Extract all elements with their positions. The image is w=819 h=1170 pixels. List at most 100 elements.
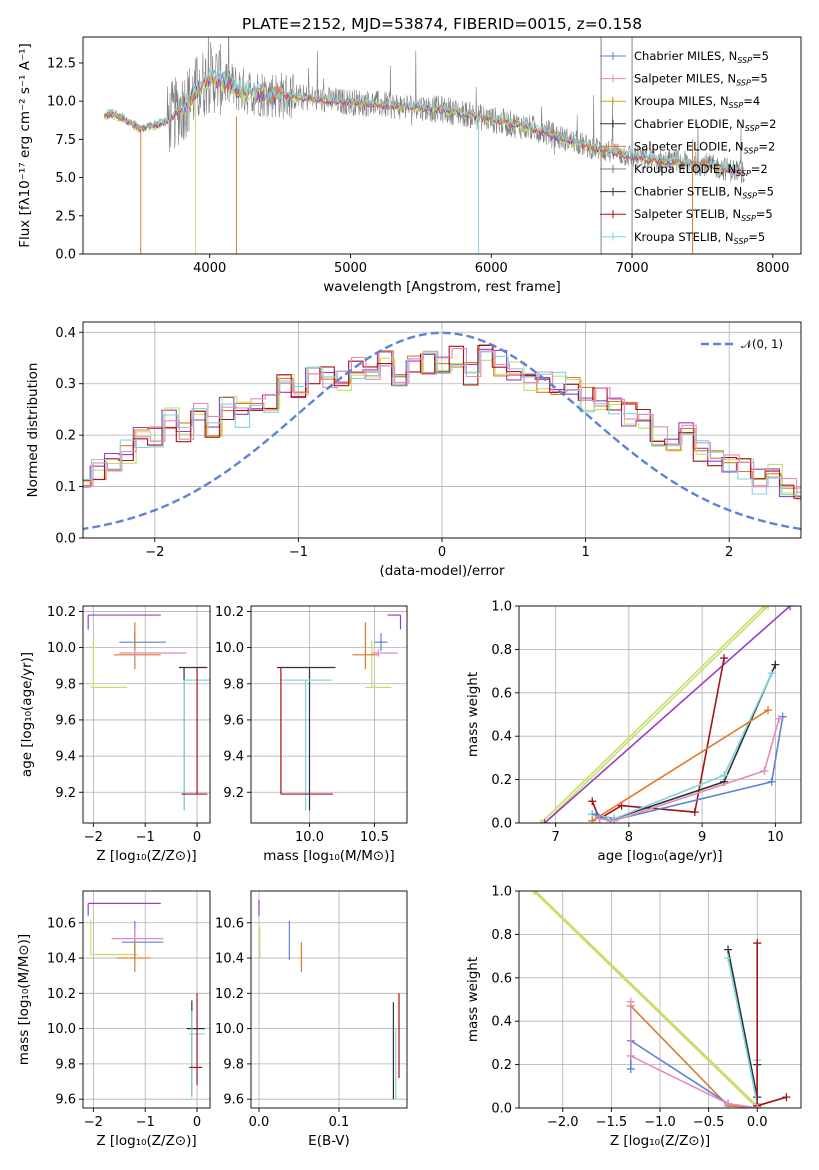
x-tick-label: 5000	[334, 261, 367, 276]
histogram-series	[83, 351, 801, 496]
x-tick-label: 9	[698, 830, 706, 845]
axes-spectrum: 4000 5000 6000 7000 8000 0.0 2.5 5.0 7.5 10.0 12.5	[47, 56, 789, 276]
x-axis-label: E(B-V)	[308, 1133, 350, 1149]
y-tick-label: 9.4	[223, 750, 244, 765]
axes-frame-ebv_vs_mass	[250, 890, 408, 1109]
errorbars	[277, 614, 402, 811]
weight-line	[544, 606, 769, 823]
y-tick-label: 10.2	[47, 605, 76, 620]
x-axis-label: age [log₁₀(age/yr)]	[597, 848, 722, 864]
y-tick-label: 9.8	[223, 677, 244, 692]
x-axis-label: Z [log₁₀(Z/Z⊙)]	[96, 1133, 196, 1149]
x-tick-label: −2	[84, 830, 103, 845]
x-axis-label: Z [log₁₀(Z/Z⊙)]	[96, 848, 196, 864]
y-axis-label: mass weight	[465, 957, 481, 1042]
y-tick-label: 0.2	[491, 1058, 512, 1073]
weight-marker	[720, 771, 729, 780]
axes-frame-z_vs_mass	[82, 890, 211, 1109]
x-tick-label: 0	[193, 830, 201, 845]
legend-text: Chabrier STELIB, N	[634, 185, 742, 199]
errorbar-point	[90, 640, 128, 688]
weight-line	[595, 716, 784, 822]
legend-text: Salpeter ELODIE, N	[634, 139, 744, 153]
y-tick-label: 10.0	[47, 641, 76, 656]
x-axis-label: Z [log₁₀(Z/Z⊙)]	[610, 1133, 710, 1149]
y-tick-label: 1.0	[491, 600, 512, 615]
y-axis-label: mass [log₁₀(M/M⊙)]	[16, 934, 32, 1065]
y-axis-label: Flux [fλ10⁻¹⁷ erg cm⁻² s⁻¹ A⁻¹]	[17, 43, 33, 248]
legend-text: Chabrier ELODIE, N	[634, 117, 745, 131]
legend-label: Chabrier ELODIE, NSSP=2	[634, 117, 776, 133]
y-tick-label: 0.0	[491, 1102, 512, 1117]
y-tick-label: 10.2	[47, 987, 76, 1002]
x-tick-label: −0.5	[693, 1115, 725, 1130]
x-axis-label: wavelength [Angstrom, rest frame]	[323, 279, 561, 295]
weight-marker	[595, 814, 604, 823]
figure-title: PLATE=2152, MJD=53874, FIBERID=0015, z=0…	[242, 15, 642, 33]
legend-subscript: SSP	[737, 56, 752, 65]
weight-marker	[536, 819, 545, 823]
errorbar-point	[371, 649, 398, 657]
axes-frame-z_vs_age	[82, 605, 211, 824]
y-tick-label: 7.5	[55, 133, 76, 148]
y-tick-label: 10.0	[47, 95, 76, 110]
weight-line	[592, 672, 773, 820]
legend-subscript: SSP	[734, 237, 749, 246]
histogram-series	[83, 344, 801, 499]
y-tick-label: 10.4	[47, 952, 76, 967]
observed-spectrum	[104, 37, 745, 184]
errorbar-point	[181, 667, 208, 795]
legend-label: Chabrier STELIB, NSSP=5	[634, 185, 774, 201]
weight-line	[727, 949, 759, 1098]
axes-mass_vs_age: 10.0 10.5 9.2 9.4 9.6 9.8 10.0 10.2	[215, 605, 407, 845]
y-axis-label: Normed distribution	[25, 363, 41, 498]
weight-line	[756, 943, 787, 1107]
y-tick-label: 0.4	[491, 730, 512, 745]
legend-label: Kroupa ELODIE, NSSP=2	[634, 162, 768, 178]
weight-line	[534, 891, 758, 1107]
x-tick-label: 0	[193, 1115, 201, 1130]
y-tick-label: 10.2	[215, 987, 244, 1002]
legend-text: Chabrier MILES, N	[634, 49, 737, 63]
axes-z_vs_mass: −2 −1 0 9.6 9.8 10.0 10.2 10.4 10.6	[47, 891, 210, 1130]
legend-tail: =5	[757, 185, 774, 199]
x-tick-label: 2	[725, 545, 733, 560]
legend-label: Kroupa MILES, NSSP=4	[634, 94, 760, 110]
x-tick-label: −1.5	[596, 1115, 628, 1130]
y-tick-label: 10.0	[47, 1022, 76, 1037]
x-tick-label: −2.0	[547, 1115, 579, 1130]
legend-tail: =5	[748, 230, 765, 244]
legend-tail: =2	[758, 139, 775, 153]
x-tick-label: −2	[84, 1115, 103, 1130]
weight-marker	[771, 660, 780, 669]
weight-marker	[760, 766, 769, 775]
errorbars	[87, 614, 210, 811]
errorbar-point	[186, 1000, 205, 1096]
legend-tail: =5	[751, 72, 768, 86]
axes-ebv_vs_mass: 0.0 0.1 9.6 9.8 10.0 10.2 10.4 10.6	[215, 891, 407, 1130]
y-tick-label: 0.8	[491, 928, 512, 943]
y-tick-label: 0.6	[491, 971, 512, 986]
legend-subscript: SSP	[736, 169, 751, 178]
weight-marker	[753, 939, 762, 948]
weight-marker	[764, 606, 773, 610]
weight-line	[591, 709, 769, 822]
axes-frame-mass_vs_age	[250, 605, 408, 824]
x-axis-label: (data-model)/error	[379, 563, 505, 579]
y-tick-label: 10.0	[215, 1022, 244, 1037]
errorbar-point	[189, 993, 203, 1086]
errorbar-point	[352, 622, 379, 670]
weight-marker	[764, 706, 773, 715]
weight-marker	[588, 797, 597, 806]
x-tick-label: 7	[551, 830, 559, 845]
weight-line	[533, 891, 758, 1108]
x-tick-label: −1	[136, 830, 155, 845]
weight-marker	[767, 777, 776, 786]
y-tick-label: 9.8	[55, 1057, 76, 1072]
axes-frame-z_vs_weight	[518, 890, 802, 1109]
weight-marker	[786, 606, 795, 610]
legend-tail: =2	[751, 162, 768, 176]
errorbar-point	[119, 649, 187, 657]
errorbars	[258, 899, 400, 1100]
weight-marker	[626, 1064, 635, 1073]
